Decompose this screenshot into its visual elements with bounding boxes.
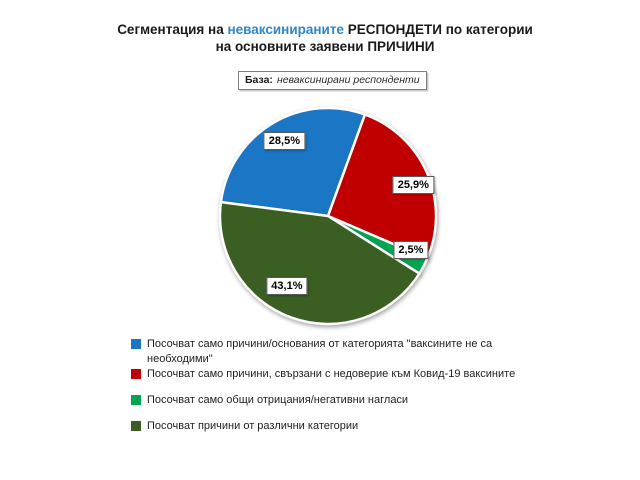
pie-slice-1	[326, 113, 438, 260]
legend-label-1: Посочват само причини, свързани с недове…	[147, 368, 516, 380]
title-prefix: Сегментация на	[117, 22, 228, 37]
base-note-text: неваксинирани респонденти	[276, 74, 420, 86]
title-highlight: неваксинираните	[227, 22, 344, 37]
legend-swatch-green	[131, 395, 141, 405]
title-suffix: РЕСПОНДЕТИ по категории	[343, 22, 533, 37]
base-note-label: База:	[245, 74, 273, 86]
legend-label-0: Посочват само причини/основания от катег…	[147, 338, 493, 365]
pie-value-label-3: 43,1%	[266, 276, 308, 295]
legend-label-3: Посочват причини от различни категории	[147, 420, 359, 432]
legend-swatch-red	[131, 369, 141, 379]
pie-slice-0	[219, 106, 367, 218]
chart-title: Сегментация на неваксинираните РЕСПОНДЕТ…	[10, 22, 640, 55]
chart-title-line1: Сегментация на неваксинираните РЕСПОНДЕТ…	[10, 22, 640, 39]
chart-title-line2: на основните заявени ПРИЧИНИ	[215, 38, 435, 54]
legend-swatch-blue	[131, 339, 141, 349]
legend-swatch-dark-green	[131, 421, 141, 431]
legend: Посочват само причини/основания от катег…	[131, 337, 581, 434]
legend-item-0: Посочват само причини/основания от катег…	[131, 337, 581, 367]
pie-value-label-2: 2,5%	[393, 241, 429, 260]
legend-label-2: Посочват само общи отрицания/негативни н…	[147, 394, 409, 406]
legend-item-1: Посочват само причини, свързани с недове…	[131, 367, 581, 382]
pie-value-label-1: 25,9%	[392, 176, 434, 194]
legend-item-3: Посочват причини от различни категории	[131, 419, 581, 434]
base-note-box: База: неваксинирани респонденти	[238, 71, 427, 90]
pie-value-label-0: 28,5%	[263, 132, 305, 151]
legend-item-2: Посочват само общи отрицания/негативни н…	[131, 393, 581, 408]
